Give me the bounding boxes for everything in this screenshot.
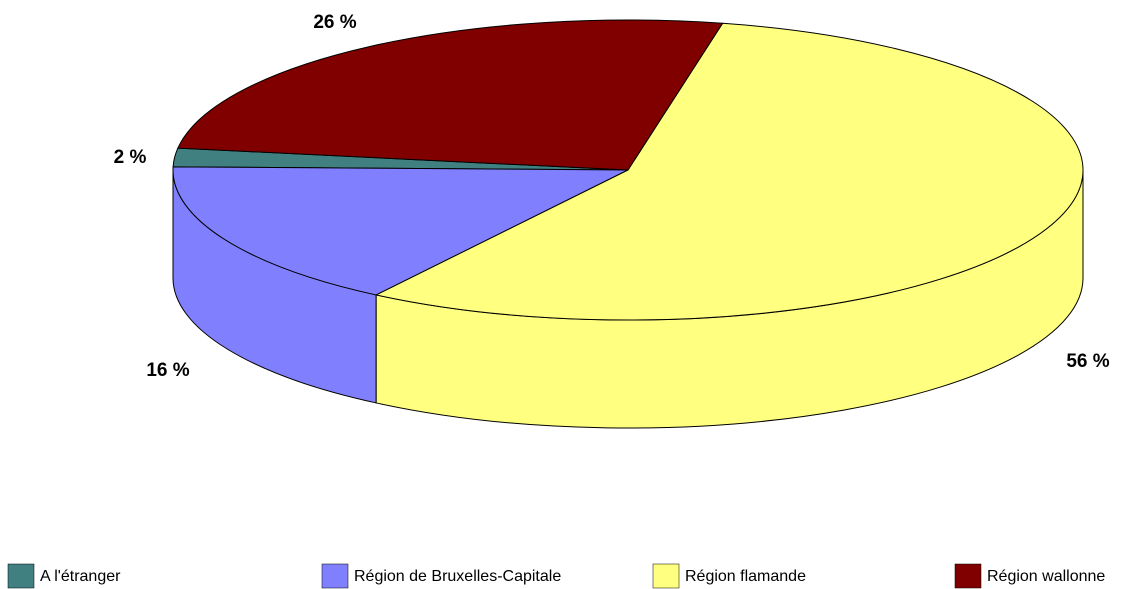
legend-swatch [7, 563, 35, 589]
legend-label: A l'étranger [40, 568, 121, 585]
data-label: 56 % [1066, 351, 1109, 372]
pie-slice [172, 166, 629, 296]
pie-slice [374, 22, 1084, 321]
legend-label: Région flamande [685, 568, 806, 585]
legend-swatch [652, 563, 680, 589]
data-label: 26 % [313, 12, 356, 33]
legend-label: Région wallonne [987, 568, 1105, 585]
data-label: 2 % [114, 147, 147, 168]
pie-slice [177, 19, 724, 171]
legend-swatch [954, 563, 982, 589]
legend-swatch [321, 563, 349, 589]
data-label: 16 % [146, 360, 189, 381]
legend-label: Région de Bruxelles-Capitale [354, 568, 561, 585]
